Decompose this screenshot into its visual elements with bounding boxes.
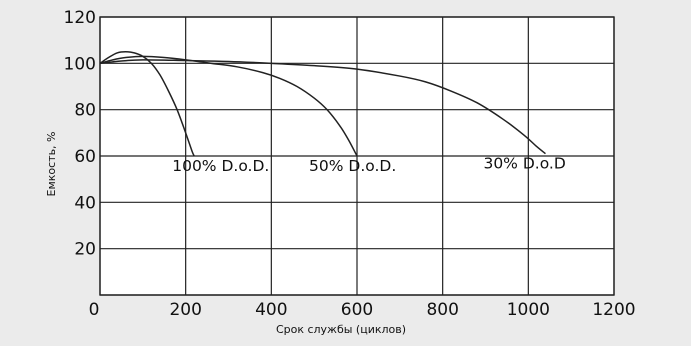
y-tick-label: 60 <box>74 147 96 167</box>
series-label-1: 100% D.o.D. <box>172 157 269 175</box>
series-line-2 <box>99 55 358 157</box>
y-tick-label: 80 <box>74 101 96 121</box>
series-line-3 <box>99 59 546 155</box>
series-label-3: 30% D.o.D <box>483 155 565 173</box>
x-tick-label: 200 <box>169 300 201 320</box>
plot-border <box>99 16 615 296</box>
y-axis-title: Емкость, % <box>45 131 58 196</box>
x-tick-label: 1000 <box>507 300 550 320</box>
x-axis-title: Срок службы (циклов) <box>276 323 406 336</box>
y-tick-label: 100 <box>64 54 96 74</box>
y-tick-label: 120 <box>64 8 96 28</box>
series-label-2: 50% D.o.D. <box>309 157 396 175</box>
y-tick-label: 20 <box>74 240 96 260</box>
series-line-1 <box>99 50 195 157</box>
tick-labels: 0 200 400 600 800 1000 1200 20 40 60 80 100 120 <box>64 8 636 320</box>
x-tick-label: 400 <box>255 300 287 320</box>
x-tick-label: 600 <box>341 300 373 320</box>
x-tick-label: 0 <box>89 300 100 320</box>
y-tick-label: 40 <box>74 193 96 213</box>
x-tick-label: 800 <box>426 300 458 320</box>
series-layer <box>99 50 546 157</box>
x-tick-label: 1200 <box>592 300 635 320</box>
series-labels: 100% D.o.D. 50% D.o.D. 30% D.o.D <box>172 155 566 175</box>
